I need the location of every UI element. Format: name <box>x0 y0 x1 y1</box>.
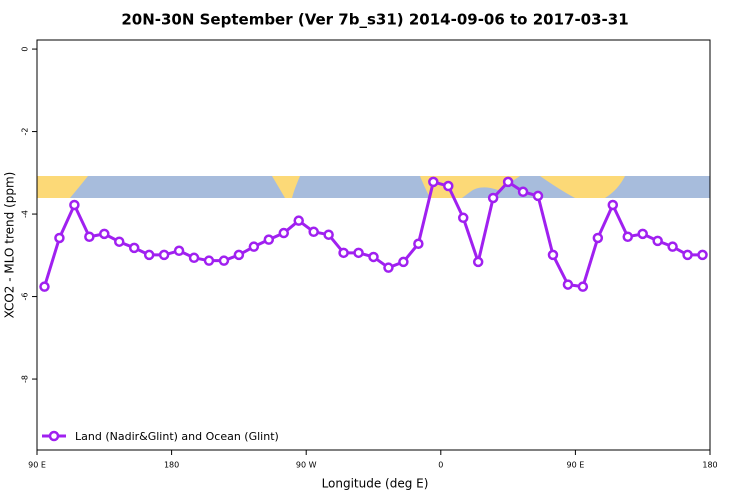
data-point <box>607 199 619 211</box>
data-point <box>517 186 529 198</box>
data-point <box>592 232 604 244</box>
data-point <box>39 281 50 292</box>
data-point <box>368 251 379 263</box>
chart-title: 20N-30N September (Ver 7b_s31) 2014-09-0… <box>121 11 628 29</box>
data-point <box>622 231 633 243</box>
data-point <box>457 212 469 224</box>
y-axis-label: XCO2 - MLO trend (ppm) <box>3 172 17 319</box>
data-point <box>487 192 499 204</box>
plot-frame <box>36 39 711 451</box>
data-point <box>114 236 125 247</box>
data-point <box>443 180 454 192</box>
map-strip <box>37 176 710 198</box>
data-point <box>278 227 290 239</box>
data-point <box>338 247 349 259</box>
data-point <box>398 256 409 268</box>
data-point <box>472 256 484 268</box>
data-point <box>203 255 215 266</box>
y-tick-label: -6 <box>21 293 30 301</box>
data-point <box>188 252 200 264</box>
data-point <box>99 228 110 240</box>
data-point <box>233 249 245 261</box>
data-point <box>293 215 304 226</box>
x-tick-label: 180 <box>164 461 179 470</box>
data-point <box>353 247 364 259</box>
x-tick-label: 90 E <box>28 461 46 470</box>
data-point <box>128 242 140 254</box>
data-point <box>697 249 708 261</box>
data-point <box>263 234 275 245</box>
x-axis-label: Longitude (deg E) <box>322 477 429 491</box>
y-tick-label: -4 <box>21 210 30 218</box>
data-point <box>428 176 439 188</box>
y-tick-label: -8 <box>21 375 30 383</box>
data-point <box>143 249 155 261</box>
data-point <box>637 228 648 240</box>
data-point <box>682 249 693 261</box>
data-point <box>173 245 185 257</box>
y-tick-label: 0 <box>21 47 30 52</box>
data-point <box>383 262 394 273</box>
data-point <box>158 249 170 261</box>
x-tick-label: 90 W <box>296 461 317 470</box>
data-point <box>502 176 514 188</box>
x-tick-label: 90 E <box>567 461 585 470</box>
y-tick-label: -2 <box>21 128 30 136</box>
legend-label: Land (Nadir&Glint) and Ocean (Glint) <box>75 430 279 443</box>
legend-marker <box>48 430 60 442</box>
x-tick-label: 0 <box>438 461 443 470</box>
data-point <box>69 199 80 211</box>
data-point <box>667 241 678 252</box>
data-point <box>652 235 663 247</box>
data-point <box>577 281 589 292</box>
data-point <box>532 190 544 202</box>
data-point <box>413 238 424 250</box>
data-point <box>218 255 230 266</box>
data-point <box>323 229 334 240</box>
x-tick-label: 180 <box>702 461 717 470</box>
data-point <box>547 249 559 261</box>
legend: Land (Nadir&Glint) and Ocean (Glint) <box>42 430 279 443</box>
data-point <box>248 241 260 252</box>
data-point <box>562 279 574 290</box>
data-point <box>54 232 65 244</box>
data-point <box>84 231 95 243</box>
data-point <box>308 226 319 238</box>
